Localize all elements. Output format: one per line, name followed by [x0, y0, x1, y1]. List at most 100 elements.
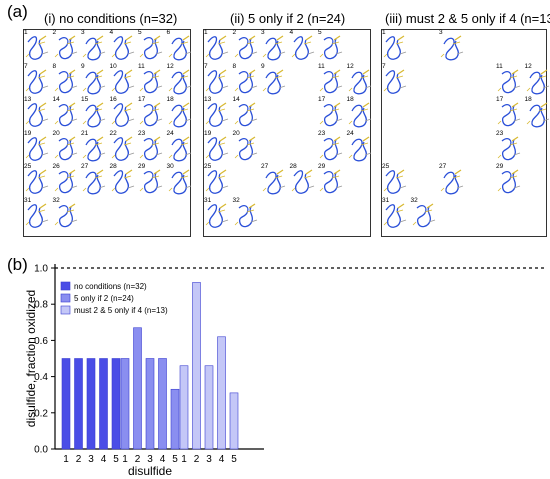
peptide-fold-icon	[383, 169, 407, 194]
x-tick-label: 3	[88, 454, 94, 465]
peptide-fold-icon	[262, 69, 286, 94]
structure-thumbnail: 19	[204, 129, 230, 163]
structure-thumbnail: 28	[289, 163, 316, 196]
structure-thumbnail: 1	[382, 29, 408, 62]
structure-number: 1	[204, 29, 208, 36]
x-tick-label: 4	[219, 454, 225, 465]
peptide-fold-icon	[54, 69, 77, 93]
structure-thumbnail: 7	[382, 62, 408, 96]
x-axis-title: disulfide	[128, 464, 172, 478]
structure-thumbnail: 28	[110, 163, 136, 196]
legend-swatch	[60, 305, 71, 315]
structure-thumbnail: 2	[232, 29, 259, 62]
peptide-fold-icon	[526, 102, 549, 128]
peptide-fold-icon	[234, 69, 257, 93]
peptide-fold-icon	[319, 35, 343, 60]
peptide-fold-icon	[168, 102, 191, 128]
panel-b-label: (b)	[7, 255, 28, 274]
structure-thumbnail: 16	[110, 96, 136, 129]
peptide-fold-icon	[291, 169, 314, 194]
x-tick-label: 4	[101, 454, 107, 465]
structure-number: 7	[382, 62, 386, 70]
bar	[145, 358, 155, 450]
x-tick-label: 4	[160, 454, 166, 465]
structure-thumbnail: 23	[496, 130, 522, 163]
structure-thumbnail: 20	[233, 130, 259, 163]
structure-number: 4	[109, 29, 114, 36]
structure-thumbnail: 27	[261, 163, 287, 196]
peptide-fold-icon	[319, 102, 343, 127]
peptide-fold-icon	[168, 169, 191, 195]
peptide-fold-icon	[139, 69, 163, 93]
structure-thumbnail: 31	[382, 197, 408, 230]
panel-iii-title: (iii) must 2 & 5 only if 4 (n=13)	[385, 11, 550, 26]
structure-thumbnail: 20	[52, 129, 79, 163]
structure-number: 2	[232, 29, 237, 36]
structure-number: 14	[232, 96, 240, 103]
structure-thumbnail: 30	[167, 163, 193, 196]
peptide-fold-icon	[262, 35, 286, 61]
structure-thumbnail: 5	[138, 29, 164, 62]
structure-number: 28	[289, 163, 297, 170]
peptide-fold-icon	[234, 136, 257, 160]
peptide-fold-icon	[497, 169, 521, 194]
peptide-fold-icon	[205, 102, 229, 127]
structure-thumbnail: 18	[347, 96, 373, 129]
structure-thumbnail: 10	[110, 63, 136, 96]
peptide-fold-icon	[82, 35, 106, 61]
structure-thumbnail: 1	[204, 29, 230, 62]
peptide-fold-icon	[440, 169, 464, 195]
bar	[229, 392, 239, 450]
structure-number: 23	[138, 129, 146, 137]
peptide-fold-icon	[111, 102, 134, 127]
structure-number: 19	[204, 129, 212, 137]
peptide-fold-icon	[234, 102, 257, 127]
structure-thumbnail: 32	[411, 197, 437, 230]
structure-thumbnail: 12	[347, 63, 373, 96]
peptide-fold-icon	[412, 203, 435, 227]
peptide-fold-icon	[440, 35, 464, 61]
peptide-fold-icon	[168, 136, 191, 161]
peptide-fold-icon	[319, 169, 343, 194]
bar	[111, 358, 121, 450]
structure-number: 31	[204, 196, 212, 204]
x-tick-label: 5	[172, 454, 178, 465]
structure-number: 19	[24, 129, 32, 137]
legend-label: 5 only if 2 (n=24)	[74, 294, 134, 303]
structure-thumbnail: 12	[525, 63, 550, 96]
structure-thumbnail: 6	[167, 29, 193, 62]
structure-number: 22	[109, 129, 117, 137]
peptide-fold-icon	[111, 169, 134, 194]
structure-number: 15	[81, 96, 89, 103]
legend-swatch	[60, 281, 71, 291]
structure-thumbnail: 13	[24, 96, 50, 129]
structure-number: 11	[496, 62, 503, 70]
y-tick-label: 0.0	[34, 445, 48, 456]
structure-thumbnail: 15	[81, 96, 107, 129]
structure-number: 20	[52, 129, 60, 137]
panel-ii-box	[203, 29, 371, 237]
panel-iii-box	[381, 29, 547, 237]
y-tick-label: 1.0	[34, 264, 48, 275]
structure-thumbnail: 25	[24, 163, 50, 196]
peptide-fold-icon	[348, 136, 371, 161]
peptide-fold-icon	[319, 136, 343, 160]
structure-number: 27	[439, 163, 447, 170]
peptide-fold-icon	[54, 35, 77, 60]
x-tick-label: 5	[231, 454, 237, 465]
structure-thumbnail: 17	[138, 96, 164, 129]
x-tick-label: 1	[181, 454, 187, 465]
structure-thumbnail: 11	[138, 63, 164, 96]
structure-thumbnail: 5	[318, 29, 344, 62]
peptide-fold-icon	[111, 35, 134, 60]
structure-number: 23	[318, 129, 326, 137]
structure-number: 13	[204, 96, 212, 103]
structure-thumbnail: 24	[347, 130, 373, 163]
structure-number: 25	[204, 163, 212, 170]
peptide-fold-icon	[497, 136, 521, 160]
peptide-fold-icon	[319, 69, 343, 93]
structure-number: 3	[81, 29, 85, 36]
peptide-fold-icon	[526, 69, 549, 94]
structure-thumbnail: 17	[496, 96, 522, 129]
